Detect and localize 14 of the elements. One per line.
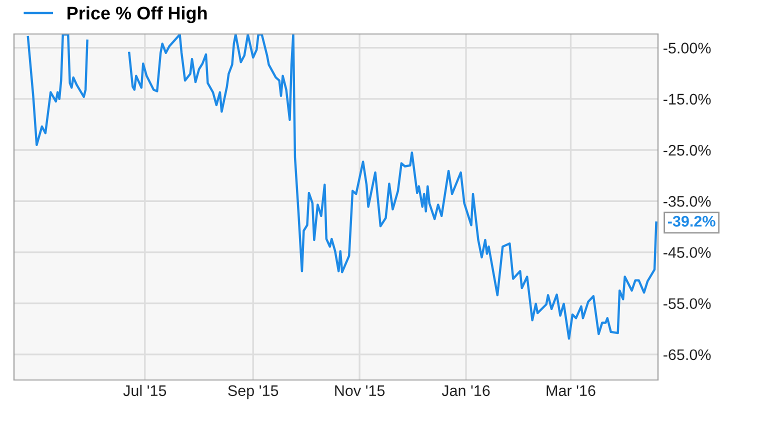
x-tick-label: Jan '16 [442,385,490,396]
x-tick-label: Sep '15 [228,385,278,400]
y-tick-label: -5.00% [664,42,711,54]
x-tick-label: Nov '15 [335,385,385,396]
y-tick-label: -55.0% [664,298,711,310]
y-tick-label: -45.0% [664,247,711,258]
legend-label: Price % Off High [68,6,207,24]
y-tick-label: -65.0% [664,349,711,360]
y-tick-label: -25.0% [664,144,711,156]
y-tick-label: -15.0% [664,94,711,105]
x-tick-label: Jul '15 [123,384,166,396]
annotation: -39.2% [668,216,716,227]
x-tick-label: Mar '16 [546,385,596,396]
y-tick-label: -35.0% [664,196,711,207]
